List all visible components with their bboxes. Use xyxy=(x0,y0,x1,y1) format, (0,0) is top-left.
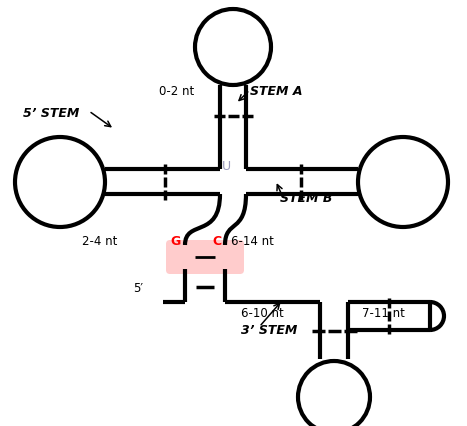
Text: 5’ STEM: 5’ STEM xyxy=(23,106,80,119)
Text: 6-10 nt: 6-10 nt xyxy=(241,307,283,320)
Text: 7-11 nt: 7-11 nt xyxy=(362,307,405,320)
Text: 3’ STEM: 3’ STEM xyxy=(241,324,297,337)
Text: G: G xyxy=(170,234,181,247)
Text: 6-14 nt: 6-14 nt xyxy=(231,234,274,247)
Text: 0-2 nt: 0-2 nt xyxy=(159,85,194,98)
Text: 2-4 nt: 2-4 nt xyxy=(82,234,117,247)
FancyBboxPatch shape xyxy=(166,240,244,274)
Text: C: C xyxy=(212,234,222,247)
Text: 5′: 5′ xyxy=(133,281,143,294)
Text: U: U xyxy=(222,160,231,173)
Text: STEM A: STEM A xyxy=(250,85,302,98)
Text: STEM B: STEM B xyxy=(280,192,333,204)
